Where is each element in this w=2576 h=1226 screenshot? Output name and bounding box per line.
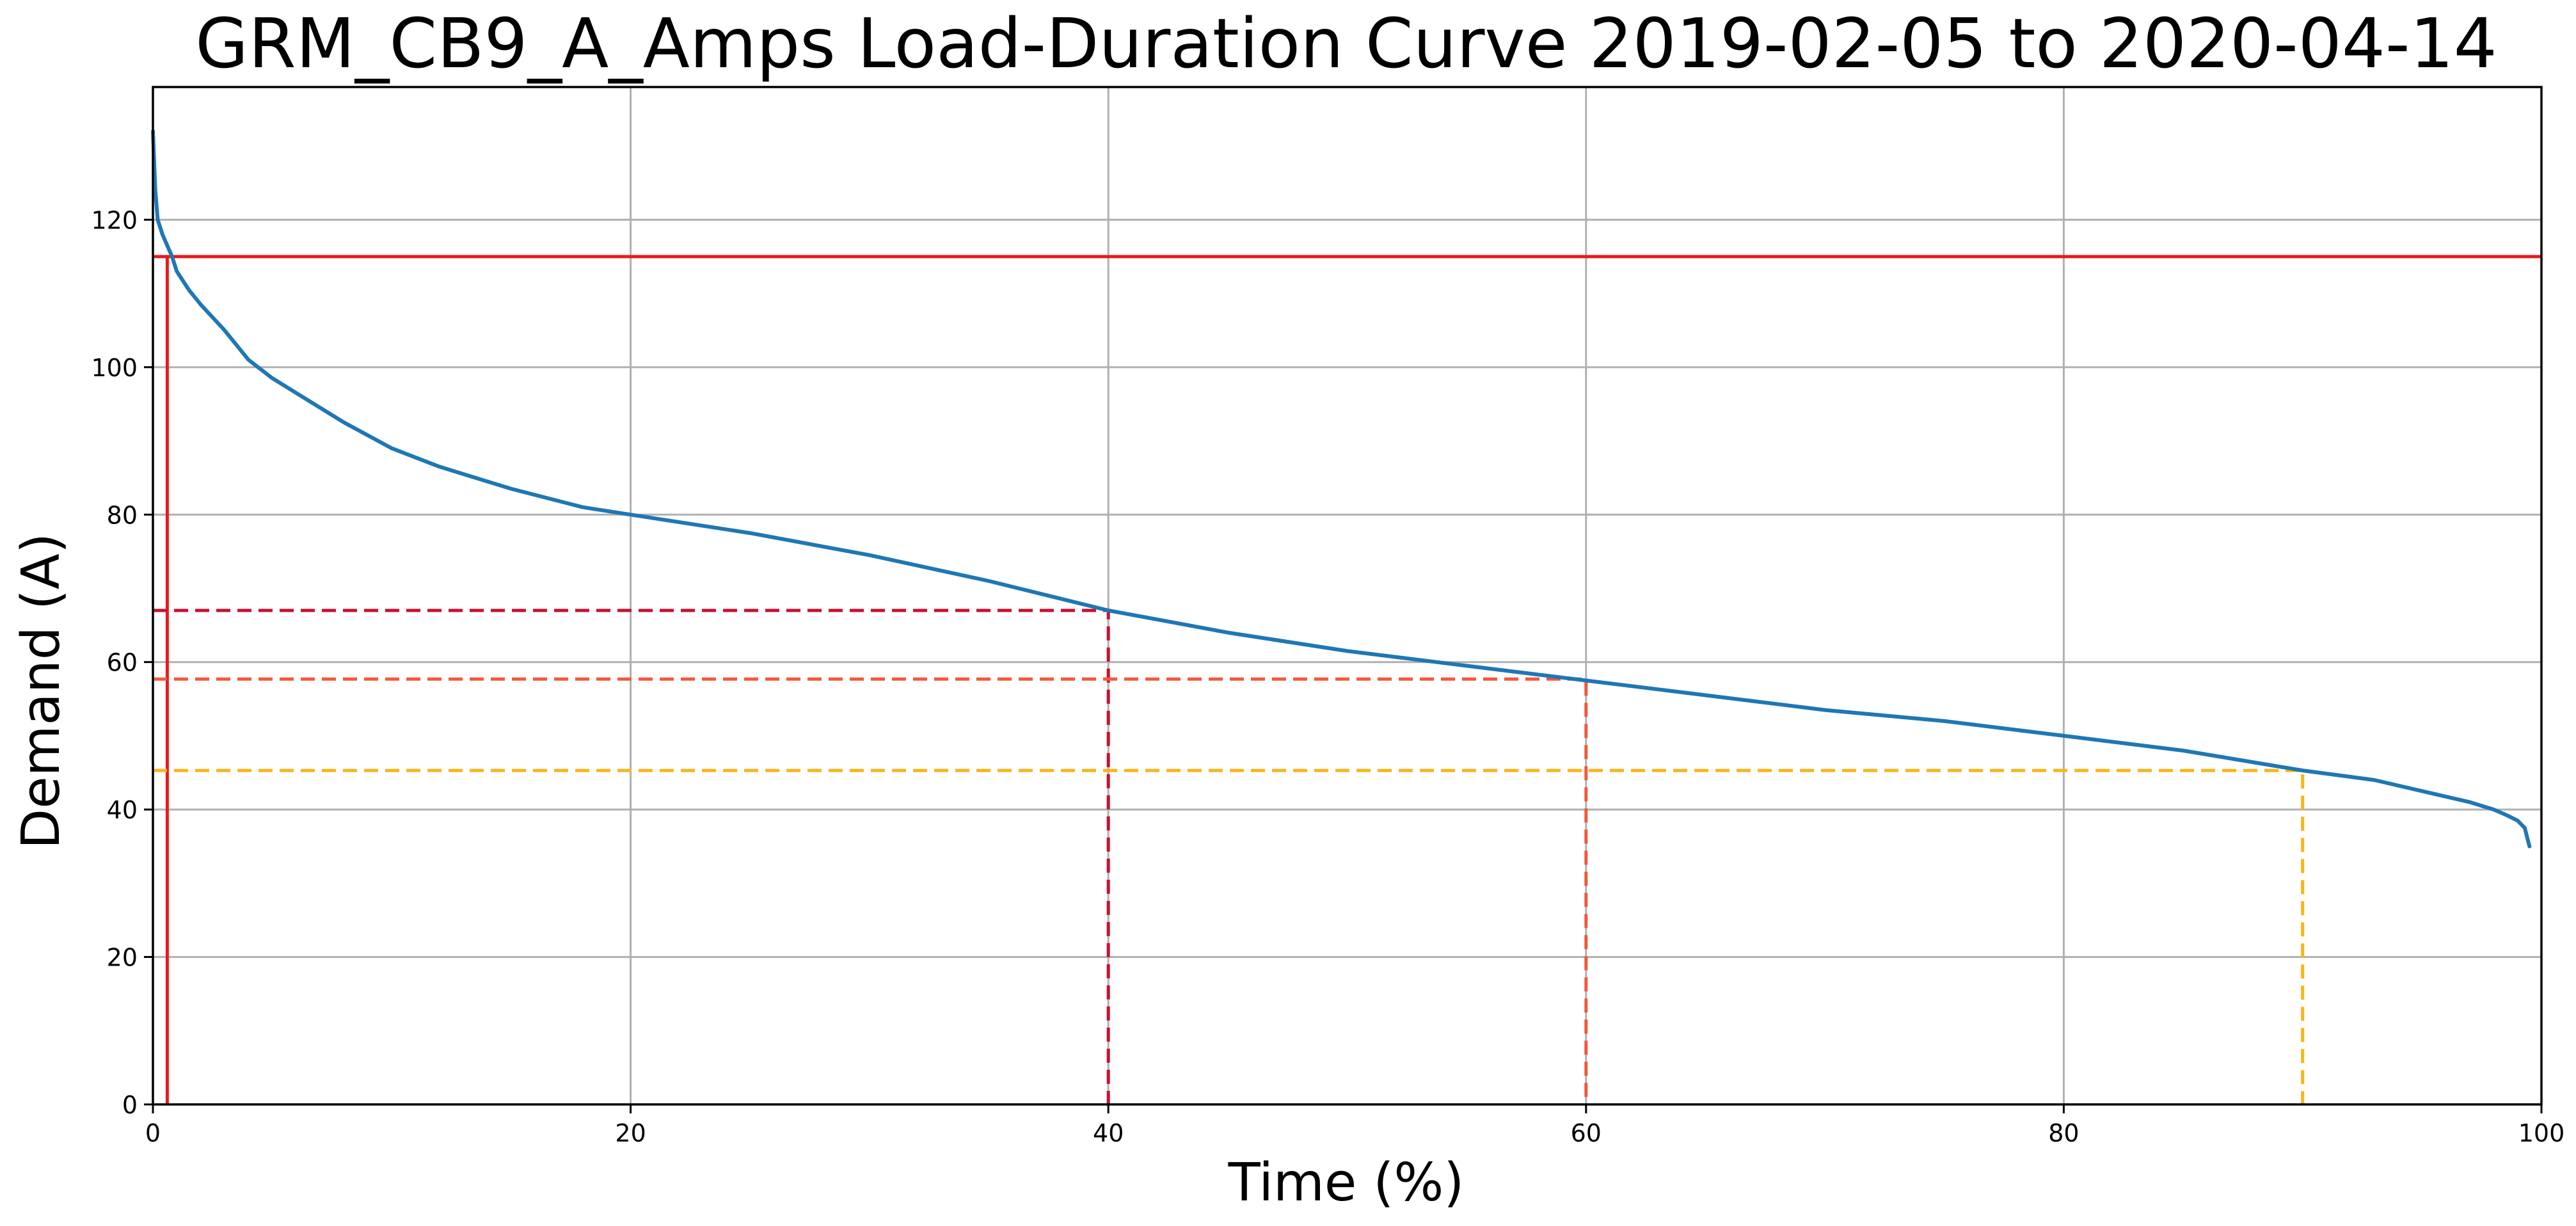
load-duration-series-line <box>151 129 2532 848</box>
percentile-marker-90 <box>153 768 2305 1104</box>
grid <box>152 87 2543 1106</box>
ticks: 0 20 40 60 80 100 0 20 40 60 80 100 120 <box>91 206 2564 1147</box>
series-layer <box>151 129 2532 848</box>
reference-lines <box>153 255 2541 1104</box>
y-tick-label: 120 <box>91 206 138 234</box>
x-axis-label: Time (%) <box>1228 1152 1465 1213</box>
y-tick-label: 0 <box>122 1091 138 1119</box>
percentile-marker-60 <box>153 677 1588 1104</box>
y-tick-label: 20 <box>107 944 138 972</box>
x-tick-label: 100 <box>2518 1119 2565 1147</box>
y-axis-label: Demand (A) <box>11 533 72 849</box>
x-tick-label: 40 <box>1093 1119 1124 1147</box>
plot-frame <box>152 86 2543 1106</box>
chart-title: GRM_CB9_A_Amps Load-Duration Curve 2019-… <box>195 4 2497 84</box>
x-tick-label: 60 <box>1571 1119 1602 1147</box>
y-tick-label: 60 <box>107 649 138 677</box>
x-tick-label: 20 <box>615 1119 646 1147</box>
x-tick-label: 80 <box>2048 1119 2079 1147</box>
y-tick-label: 40 <box>107 796 138 824</box>
y-tick-label: 80 <box>107 501 138 529</box>
x-tick-label: 0 <box>145 1119 161 1147</box>
y-tick-label: 100 <box>91 354 138 382</box>
